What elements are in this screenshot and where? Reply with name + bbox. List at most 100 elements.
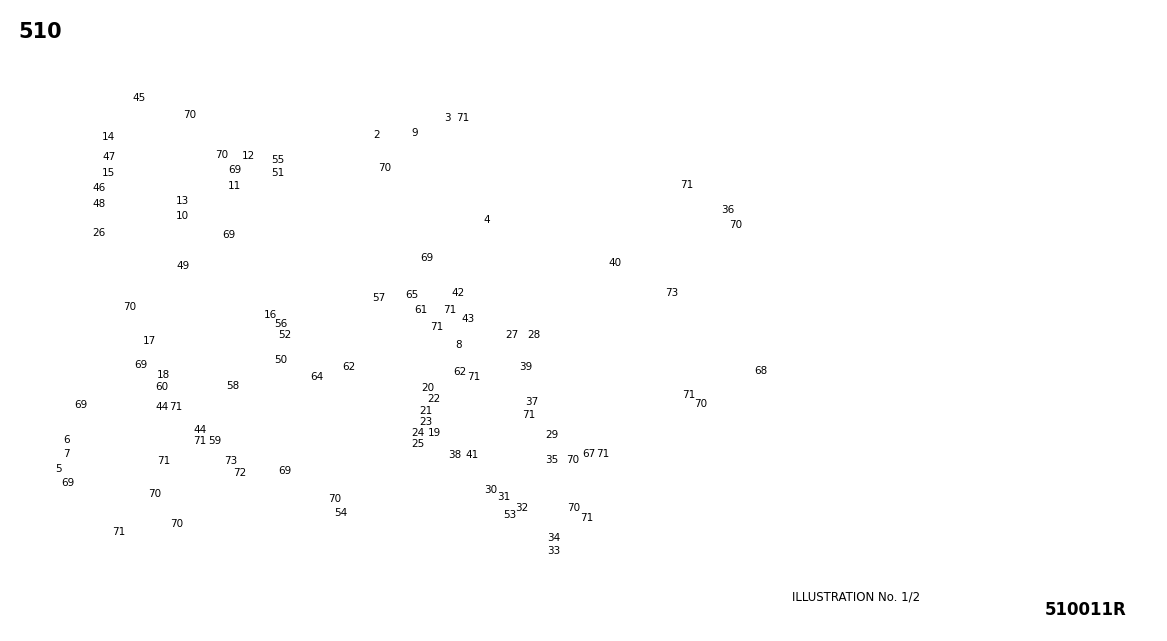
Text: 64: 64: [310, 372, 323, 382]
Text: 71: 71: [112, 527, 125, 537]
Text: 2: 2: [373, 130, 379, 140]
Text: 42: 42: [450, 288, 464, 298]
Text: 34: 34: [547, 533, 560, 543]
Text: 71: 71: [467, 372, 481, 382]
Text: 59: 59: [208, 436, 222, 446]
Text: 10: 10: [176, 211, 189, 221]
Text: 9: 9: [411, 128, 418, 138]
Text: 58: 58: [226, 381, 239, 391]
Text: 70: 70: [215, 150, 228, 160]
Text: 69: 69: [74, 400, 88, 410]
Text: 36: 36: [721, 205, 734, 215]
Text: 70: 70: [170, 519, 183, 529]
Text: 71: 71: [158, 456, 170, 466]
Text: 45: 45: [132, 93, 145, 103]
Text: ILLUSTRATION No. 1/2: ILLUSTRATION No. 1/2: [792, 591, 920, 604]
Text: 70: 70: [123, 302, 137, 312]
Text: 50: 50: [274, 355, 287, 365]
Text: 14: 14: [102, 132, 116, 142]
Text: 69: 69: [222, 230, 236, 240]
Text: 35: 35: [545, 455, 558, 465]
Text: 55: 55: [271, 155, 285, 165]
Text: 37: 37: [525, 397, 538, 407]
Text: 510011R: 510011R: [1044, 601, 1127, 619]
Text: 65: 65: [405, 290, 418, 300]
Text: 40: 40: [608, 258, 621, 268]
Text: 71: 71: [680, 180, 693, 190]
Text: 39: 39: [519, 362, 532, 372]
Text: 26: 26: [92, 228, 105, 238]
Text: 11: 11: [228, 181, 242, 191]
Text: 71: 71: [169, 402, 182, 412]
Text: 70: 70: [694, 399, 707, 409]
Text: 62: 62: [453, 367, 467, 377]
Text: 6: 6: [63, 435, 70, 445]
Text: 69: 69: [278, 466, 292, 476]
Text: 69: 69: [420, 253, 433, 263]
Text: 8: 8: [455, 340, 462, 350]
Text: 17: 17: [144, 336, 156, 346]
Text: 13: 13: [176, 196, 189, 206]
Text: 71: 71: [443, 305, 456, 315]
Text: 510: 510: [18, 22, 62, 42]
Text: 53: 53: [503, 510, 516, 520]
Text: 24: 24: [411, 428, 425, 438]
Text: 16: 16: [264, 310, 278, 320]
Text: 69: 69: [228, 165, 242, 175]
Text: 38: 38: [448, 450, 461, 460]
Text: 20: 20: [421, 383, 434, 393]
Text: 48: 48: [92, 199, 105, 209]
Text: 41: 41: [464, 450, 478, 460]
Text: 44: 44: [193, 425, 207, 435]
Text: 23: 23: [419, 417, 432, 427]
Text: 7: 7: [63, 449, 70, 459]
Text: 21: 21: [419, 406, 432, 416]
Text: 18: 18: [158, 370, 170, 380]
Text: 31: 31: [497, 492, 510, 502]
Text: 3: 3: [443, 113, 450, 123]
Text: 51: 51: [271, 168, 285, 178]
Text: 71: 71: [596, 449, 609, 459]
Text: 25: 25: [411, 439, 425, 449]
Text: 67: 67: [582, 449, 595, 459]
Text: 33: 33: [547, 546, 560, 556]
Text: 70: 70: [566, 455, 579, 465]
Text: 4: 4: [483, 215, 490, 225]
Text: 70: 70: [328, 494, 341, 504]
Text: 61: 61: [414, 305, 427, 315]
Text: 70: 70: [567, 503, 580, 513]
Text: 72: 72: [233, 468, 246, 478]
Text: 54: 54: [334, 508, 348, 518]
Text: 22: 22: [427, 394, 440, 404]
Text: 71: 71: [580, 513, 593, 523]
Text: 73: 73: [665, 288, 678, 298]
Text: 49: 49: [176, 261, 189, 271]
Text: 69: 69: [61, 478, 75, 488]
Text: 73: 73: [224, 456, 237, 466]
Text: 71: 71: [682, 390, 696, 400]
Text: 29: 29: [545, 430, 558, 440]
Text: 30: 30: [484, 485, 497, 495]
Text: 56: 56: [274, 319, 287, 329]
Text: 71: 71: [456, 113, 469, 123]
Text: 60: 60: [155, 382, 168, 392]
Text: 70: 70: [148, 489, 161, 499]
Text: 52: 52: [278, 330, 292, 340]
Text: 47: 47: [102, 152, 116, 162]
Text: 27: 27: [505, 330, 518, 340]
Text: 68: 68: [754, 366, 767, 376]
Text: 44: 44: [155, 402, 168, 412]
Text: 5: 5: [55, 464, 62, 474]
Text: 71: 71: [429, 322, 443, 332]
Text: 62: 62: [342, 362, 355, 372]
Text: 32: 32: [515, 503, 529, 513]
Text: 70: 70: [729, 220, 742, 230]
Text: 43: 43: [461, 314, 474, 324]
Text: 15: 15: [102, 168, 116, 178]
Text: 19: 19: [428, 428, 441, 438]
Text: 57: 57: [372, 293, 385, 303]
Text: 71: 71: [522, 410, 536, 420]
Text: 12: 12: [242, 151, 256, 161]
Text: 69: 69: [134, 360, 147, 370]
Text: 28: 28: [527, 330, 540, 340]
